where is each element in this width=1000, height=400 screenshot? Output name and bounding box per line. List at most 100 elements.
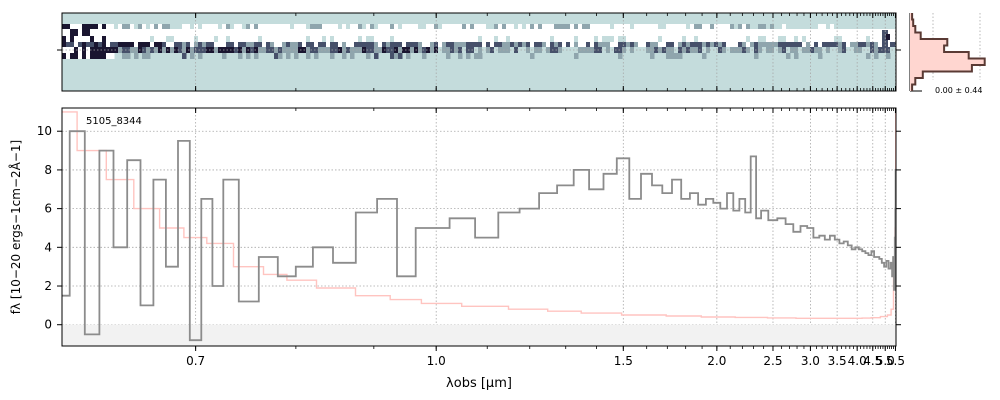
spectrum-2d-pixel — [354, 36, 359, 42]
y-tick-label: 10 — [37, 124, 52, 138]
spectrum-2d-pixel — [194, 24, 199, 29]
spectrum-2d-pixel — [270, 36, 275, 42]
y-tick-label: 6 — [44, 202, 52, 216]
spectrum-2d-pixel — [126, 36, 131, 42]
spectrum-2d-pixel — [654, 24, 659, 29]
spectrum-2d-pixel — [494, 24, 499, 29]
spectrum-2d-pixel — [430, 47, 435, 53]
spectrum-2d-pixel — [626, 42, 631, 47]
spectrum-2d-pixel — [98, 47, 103, 53]
spectrum-2d-pixel — [778, 42, 783, 47]
spectrum-2d-pixel — [738, 47, 743, 53]
spectrum-2d-pixel — [790, 36, 795, 42]
spectrum-2d-pixel — [762, 36, 767, 42]
spectrum-2d-pixel — [170, 47, 175, 53]
spectrum-2d-pixel — [518, 47, 523, 53]
spectrum-2d-pixel — [398, 36, 403, 42]
spectrum-2d-pixel — [158, 42, 163, 47]
spectrum-2d-pixel — [94, 24, 99, 29]
spectrum-2d-pixel — [686, 29, 691, 36]
spectrum-2d-pixel — [694, 36, 699, 42]
spectrum-2d-pixel — [242, 29, 247, 36]
spectrum-2d-pixel — [182, 36, 187, 42]
spectrum-2d-pixel — [766, 47, 771, 53]
spectrum-2d-pixel — [70, 42, 75, 47]
spectrum-2d-pixel — [786, 47, 791, 53]
spectrum-2d-pixel — [82, 29, 87, 36]
spectrum-2d-pixel — [778, 36, 783, 42]
spectrum-2d-pixel — [642, 42, 647, 47]
spectrum-2d-pixel — [142, 36, 147, 42]
spectrum-2d-pixel — [278, 42, 283, 47]
spectrum-2d-pixel — [506, 36, 511, 42]
spectrum-2d-pixel — [526, 36, 531, 42]
spectrum-2d-pixel — [126, 47, 131, 53]
spectrum-2d-pixel — [62, 24, 67, 29]
spectrum-2d-pixel — [662, 42, 667, 47]
spectrum-2d-pixel — [562, 47, 567, 53]
spectrum-2d-pixel — [678, 36, 683, 42]
spectrum-2d-pixel — [298, 36, 303, 42]
spectrum-2d-pixel — [234, 42, 239, 47]
spectrum-2d-pixel — [838, 24, 843, 29]
spectrum-2d-pixel — [454, 36, 459, 42]
spectrum-2d-pixel — [130, 42, 135, 47]
spectrum-2d-pixel — [814, 36, 819, 42]
spectrum-2d-pixel — [510, 36, 515, 42]
spectrum-2d-pixel — [870, 36, 875, 42]
spectrum-2d-pixel — [682, 36, 687, 42]
spectrum-2d-pixel — [558, 42, 563, 47]
spectrum-2d-pixel — [442, 29, 447, 36]
spectrum-2d-pixel — [226, 42, 231, 47]
spectrum-2d-pixel — [318, 36, 323, 42]
spectrum-2d-pixel — [702, 29, 707, 36]
spectrum-2d-pixel — [778, 29, 783, 36]
spectrum-2d-pixel — [586, 24, 591, 29]
spectrum-2d-pixel — [102, 24, 107, 29]
spectrum-2d-pixel — [382, 24, 387, 29]
spectrum-2d-pixel — [782, 24, 787, 29]
spectrum-2d-pixel — [518, 24, 523, 29]
spectrum-2d-pixel — [582, 36, 587, 42]
spectrum-2d-pixel — [398, 24, 403, 29]
spectrum-2d-pixel — [342, 47, 347, 53]
spectrum-2d-pixel — [886, 53, 891, 59]
spectrum-2d-pixel — [654, 36, 659, 42]
spectrum-2d-pixel — [346, 47, 351, 53]
spectrum-2d-pixel — [406, 42, 411, 47]
spectrum-2d-pixel — [202, 36, 207, 42]
spectrum-2d-pixel — [850, 47, 855, 53]
spectrum-2d-pixel — [138, 36, 143, 42]
spectrum-2d-pixel — [622, 29, 627, 36]
spectrum-2d-pixel — [402, 36, 407, 42]
spectrum-2d-pixel — [694, 29, 699, 36]
spectrum-2d-pixel — [782, 42, 787, 47]
spectrum-2d-pixel — [174, 47, 179, 53]
spectrum-2d-pixel — [826, 36, 831, 42]
spectrum-2d-pixel — [674, 29, 679, 36]
spectrum-2d-pixel — [398, 53, 403, 59]
spectrum-2d-pixel — [314, 36, 319, 42]
spectrum-2d-pixel — [62, 42, 67, 47]
spectrum-2d-pixel — [654, 29, 659, 36]
spectrum-2d-pixel — [578, 36, 583, 42]
spectrum-2d-pixel — [826, 47, 831, 53]
spectrum-2d-pixel — [110, 42, 115, 47]
spectrum-2d-pixel — [518, 36, 523, 42]
spectrum-2d-pixel — [158, 36, 163, 42]
spectrum-2d-pixel — [74, 24, 79, 29]
spectrum-2d-pixel — [66, 53, 71, 59]
spectrum-2d-pixel — [182, 53, 187, 59]
spectrum-2d-pixel — [134, 53, 139, 59]
spectrum-2d-pixel — [286, 47, 291, 53]
spectrum-2d-pixel — [318, 42, 323, 47]
spectrum-2d-pixel — [290, 47, 295, 53]
spectrum-2d-pixel — [406, 24, 411, 29]
spectrum-2d-pixel — [370, 36, 375, 42]
spectrum-2d-pixel — [290, 24, 295, 29]
spectrum-2d-pixel — [610, 42, 615, 47]
spectrum-2d-pixel — [674, 42, 679, 47]
spectrum-2d-pixel — [670, 36, 675, 42]
spectrum-2d-pixel — [734, 24, 739, 29]
y-tick-label: 2 — [44, 279, 52, 293]
